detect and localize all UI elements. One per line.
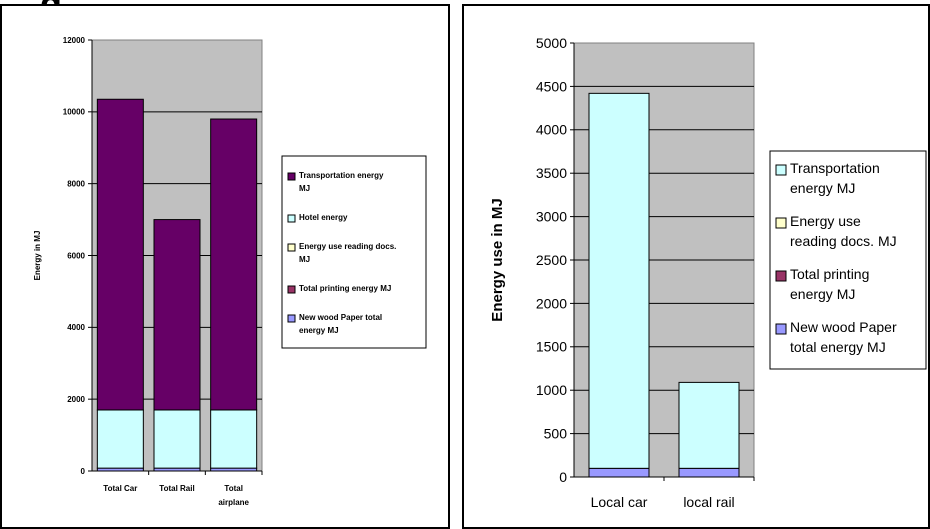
legend-label: New wood Paper <box>790 319 897 335</box>
legend-label: MJ <box>299 184 310 193</box>
y-tick-label: 4000 <box>536 122 567 138</box>
legend-label: Total printing energy MJ <box>299 284 391 293</box>
y-tick-label: 5000 <box>536 35 567 51</box>
y-tick-label: 2000 <box>67 395 85 404</box>
legend-swatch <box>775 270 787 282</box>
legend-swatch <box>287 214 296 223</box>
legend-box <box>281 155 427 349</box>
y-tick-label: 8000 <box>67 179 85 188</box>
y-tick-label: 1000 <box>536 382 567 398</box>
x-category-label: Total Car <box>103 484 137 493</box>
left-chart: 0 2000 4000 6000 8000 10000 12000 Energy in MJ T… <box>33 36 427 507</box>
legend-label: energy MJ <box>299 326 339 335</box>
legend-swatch <box>287 172 296 181</box>
legend-label: MJ <box>299 255 310 264</box>
bar-segment <box>96 409 144 469</box>
x-category-label: Total Rail <box>159 484 194 493</box>
legend-swatch <box>287 285 296 294</box>
right-chart: 0 500 1000 1500 2000 2500 3000 3500 4000 4500 5000… <box>489 35 927 510</box>
y-axis-label: Energy in MJ <box>33 231 42 281</box>
legend-swatch <box>775 164 787 176</box>
left-chart-panel: 0 2000 4000 6000 8000 10000 12000 Energy in MJ T… <box>0 4 450 529</box>
x-category-label: airplane <box>218 498 249 507</box>
legend-label: energy MJ <box>790 180 855 196</box>
y-tick-label: 12000 <box>63 36 86 45</box>
bar-segment <box>678 381 740 469</box>
legend-label: Transportation energy <box>299 171 384 180</box>
y-tick-label: 4500 <box>536 78 567 94</box>
bar-segment <box>153 409 201 469</box>
legend-label: Hotel energy <box>299 213 348 222</box>
bar-segment <box>210 409 258 469</box>
y-tick-label: 4000 <box>67 323 85 332</box>
y-axis-label: Energy use in MJ <box>489 198 506 321</box>
y-tick-label: 500 <box>544 426 568 442</box>
y-tick-label: 6000 <box>67 251 85 260</box>
legend-label: energy MJ <box>790 286 855 302</box>
bar-segment <box>210 118 258 411</box>
bar-segment <box>96 98 144 411</box>
y-tick-label: 0 <box>81 467 86 476</box>
bar-segment <box>153 219 201 411</box>
legend-label: New wood Paper total <box>299 313 382 322</box>
legend-swatch <box>287 314 296 323</box>
bar-segment <box>588 467 650 478</box>
legend-label: reading docs. MJ <box>790 233 897 249</box>
bar-segment <box>588 92 650 469</box>
y-tick-label: 2500 <box>536 252 567 268</box>
legend-label: Total printing <box>790 266 869 282</box>
y-tick-label: 3000 <box>536 209 567 225</box>
legend-swatch <box>287 243 296 252</box>
x-category-label: Local car <box>591 494 648 510</box>
y-tick-label: 2000 <box>536 295 567 311</box>
legend-label: Transportation <box>790 160 880 176</box>
legend-swatch <box>775 217 787 229</box>
y-tick-label: 1500 <box>536 339 567 355</box>
y-tick-label: 0 <box>559 469 567 485</box>
right-chart-panel: 0 500 1000 1500 2000 2500 3000 3500 4000 4500 5000… <box>462 4 930 529</box>
legend-label: Energy use <box>790 213 861 229</box>
x-category-label: Total <box>224 484 243 493</box>
y-tick-label: 3500 <box>536 165 567 181</box>
legend-label: total energy MJ <box>790 339 886 355</box>
legend-box <box>769 150 927 370</box>
bar-segment <box>678 467 740 478</box>
x-category-label: local rail <box>683 494 734 510</box>
y-tick-label: 10000 <box>63 108 86 117</box>
legend-swatch <box>775 323 787 335</box>
legend-label: Energy use reading docs. <box>299 242 396 251</box>
